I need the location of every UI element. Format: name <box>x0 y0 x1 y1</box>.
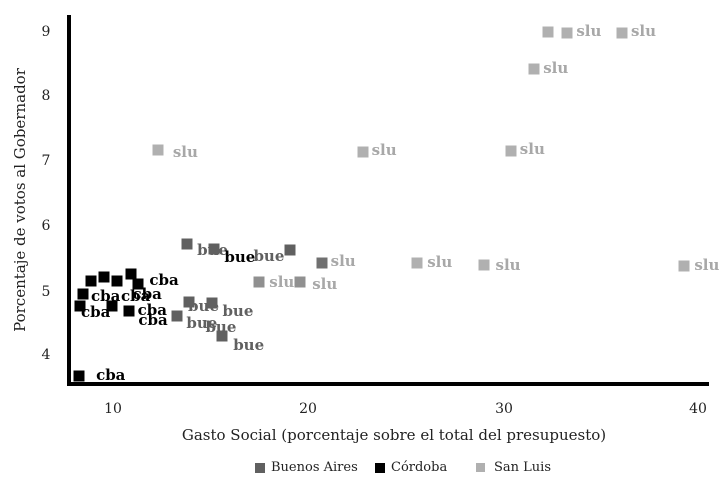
data-point-c-rdoba <box>98 271 110 283</box>
data-label-san-luis: slu <box>495 256 521 275</box>
data-label-san-luis: slu <box>172 142 198 161</box>
legend: Buenos Aires Córdoba San Luis <box>0 460 723 480</box>
x-tick-40: 40 <box>689 401 707 417</box>
data-label-san-luis: slu <box>543 58 569 77</box>
data-label-c-rdoba: cba <box>96 366 126 385</box>
data-label-buenos-aires: bue <box>233 335 265 354</box>
data-label-buenos-aires: bue <box>253 246 285 265</box>
data-point-san-luis <box>678 260 690 272</box>
legend-label: Córdoba <box>391 460 448 475</box>
data-point-san-luis <box>357 146 369 158</box>
data-label-c-rdoba: cba <box>132 284 162 303</box>
data-label-san-luis: slu <box>371 140 397 159</box>
legend-label: San Luis <box>494 460 551 475</box>
data-point-c-rdoba <box>123 305 135 317</box>
x-tick-10: 10 <box>104 401 122 417</box>
data-label-san-luis: slu <box>312 275 338 294</box>
data-label-c-rdoba: cba <box>81 303 111 322</box>
data-label-c-rdoba: cba <box>90 286 121 305</box>
data-point-c-rdoba <box>132 278 144 290</box>
data-point-buenos-aires <box>208 243 220 255</box>
data-point-c-rdoba <box>74 300 86 312</box>
data-point-san-luis <box>616 27 628 39</box>
legend-item-cordoba: Córdoba <box>375 460 447 475</box>
data-label-c-rdoba: cba <box>149 271 179 290</box>
data-label-san-luis: slu <box>519 140 545 159</box>
data-point-san-luis <box>152 144 164 156</box>
x-axis-title: Gasto Social (porcentaje sobre el total … <box>181 426 607 444</box>
data-label-san-luis: slu <box>427 253 453 272</box>
data-point-buenos-aires <box>216 330 228 342</box>
data-label-san-luis: slu <box>694 255 720 274</box>
y-tick-6: 6 <box>41 218 51 234</box>
legend-item-buenos-aires: Buenos Aires <box>255 460 358 475</box>
legend-label: Buenos Aires <box>271 460 358 475</box>
x-tick-20: 20 <box>299 401 317 417</box>
data-label-san-luis: slu <box>269 273 295 292</box>
data-point-buenos-aires <box>181 238 193 250</box>
data-label-c-rdoba: cba <box>138 311 168 330</box>
data-point-c-rdoba <box>73 370 85 382</box>
legend-swatch-buenos-aires <box>255 462 265 473</box>
data-point-c-rdoba <box>125 268 137 280</box>
data-label-buenos-aires: bue <box>224 248 256 267</box>
data-point-buenos-aires <box>206 297 218 309</box>
y-tick-8: 8 <box>41 88 51 104</box>
data-label-buenos-aires: bue <box>186 313 218 332</box>
data-point-buenos-aires <box>183 296 195 308</box>
data-point-san-luis <box>505 145 517 157</box>
data-point-san-luis <box>316 257 328 269</box>
data-label-c-rdoba: cba <box>121 287 151 306</box>
data-label-san-luis: slu <box>630 22 656 41</box>
data-point-san-luis <box>411 257 423 269</box>
x-axis-line <box>67 382 709 386</box>
y-tick-7: 7 <box>41 153 51 169</box>
data-label-c-rdoba: cba <box>137 301 167 320</box>
data-point-san-luis <box>253 276 265 288</box>
data-label-san-luis: slu <box>576 22 602 41</box>
data-point-buenos-aires <box>284 244 296 256</box>
legend-swatch-cordoba <box>375 462 385 473</box>
data-point-san-luis <box>561 27 573 39</box>
data-label-buenos-aires: bue <box>205 318 237 337</box>
data-point-buenos-aires <box>171 310 183 322</box>
y-tick-9: 9 <box>41 24 51 40</box>
x-tick-30: 30 <box>495 401 513 417</box>
data-point-c-rdoba <box>85 275 97 287</box>
y-tick-4: 4 <box>41 347 51 363</box>
y-tick-5: 5 <box>41 284 51 300</box>
data-point-san-luis <box>294 276 306 288</box>
data-point-c-rdoba <box>77 288 89 300</box>
y-axis-title: Porcentaje de votos al Gobernador <box>11 68 29 332</box>
data-label-buenos-aires: bue <box>222 301 254 320</box>
data-point-san-luis <box>478 259 489 271</box>
data-point-c-rdoba <box>111 275 123 287</box>
data-point-san-luis <box>528 63 540 75</box>
data-point-san-luis <box>542 26 554 38</box>
y-axis-line <box>67 15 71 386</box>
legend-swatch-san-luis <box>476 463 485 472</box>
data-label-san-luis: slu <box>330 252 356 271</box>
legend-item-san-luis: San Luis <box>476 460 551 475</box>
data-point-c-rdoba <box>106 300 118 312</box>
